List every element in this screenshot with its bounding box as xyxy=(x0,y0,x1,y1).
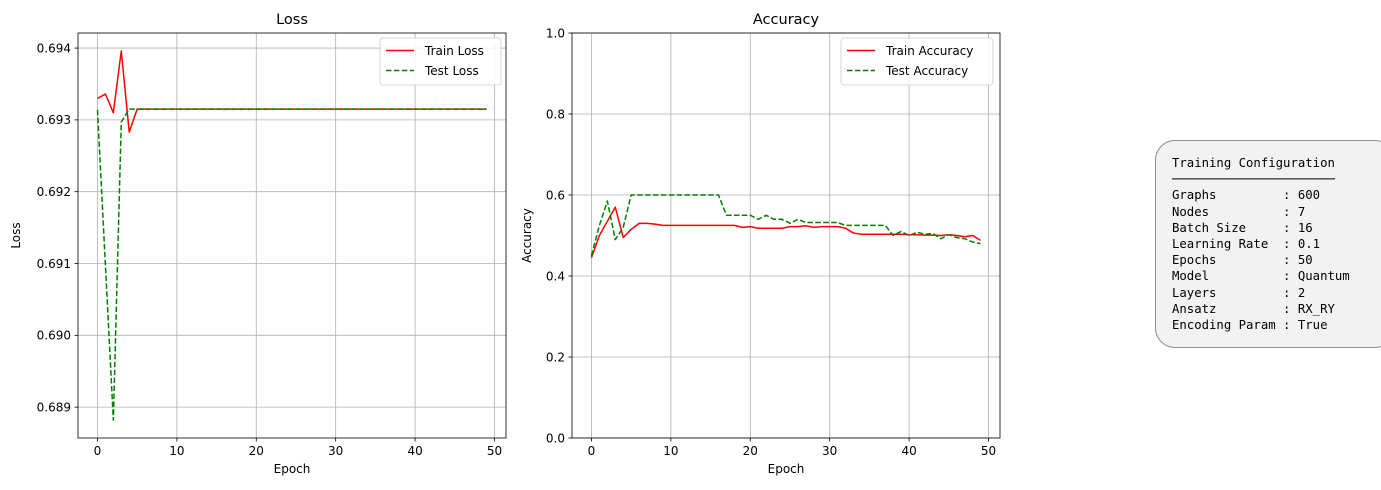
loss-xtick-label: 0 xyxy=(94,444,102,458)
loss-xtick-label: 30 xyxy=(328,444,343,458)
loss-ytick-label: 0.691 xyxy=(37,257,71,271)
accuracy-ytick-label: 0.2 xyxy=(546,350,565,364)
accuracy-ytick-label: 0.0 xyxy=(546,431,565,445)
accuracy-legend: Train Accuracy Test Accuracy xyxy=(840,37,994,86)
accuracy-x-axis-label: Epoch xyxy=(768,462,805,476)
loss-legend-label: Test Loss xyxy=(424,64,479,78)
accuracy-legend-box xyxy=(840,37,994,86)
accuracy-xtick-label: 20 xyxy=(743,444,758,458)
loss-chart-title: Loss xyxy=(276,12,308,28)
loss-xtick-label: 40 xyxy=(407,444,422,458)
accuracy-y-axis-label: Accuracy xyxy=(520,208,534,263)
loss-ytick-label: 0.694 xyxy=(37,41,71,55)
accuracy-chart-title: Accuracy xyxy=(753,12,820,28)
accuracy-xtick-label: 40 xyxy=(901,444,916,458)
loss-legend-label: Train Loss xyxy=(424,44,484,58)
accuracy-axes-frame xyxy=(571,32,1001,439)
loss-series-test-loss xyxy=(96,108,487,421)
loss-ytick-label: 0.692 xyxy=(37,185,71,199)
accuracy-ytick-label: 0.8 xyxy=(546,107,565,121)
accuracy-ytick-label: 0.4 xyxy=(546,269,565,283)
training-config-panel: Training Configuration ─────────────────… xyxy=(1155,140,1381,348)
accuracy-ytick-label: 0.6 xyxy=(546,188,565,202)
accuracy-xtick-label: 50 xyxy=(981,444,996,458)
loss-axes-frame xyxy=(77,32,507,439)
loss-legend: Train Loss Test Loss xyxy=(379,37,502,86)
loss-ytick-label: 0.690 xyxy=(37,329,71,343)
accuracy-series-train-accuracy xyxy=(590,206,981,259)
accuracy-legend-label: Test Accuracy xyxy=(885,64,968,78)
loss-xtick-label: 50 xyxy=(487,444,502,458)
accuracy-xtick-label: 10 xyxy=(663,444,678,458)
loss-xtick-label: 20 xyxy=(249,444,264,458)
loss-ytick-label: 0.693 xyxy=(37,113,71,127)
loss-chart: 0 10 20 30 40 50 0.689 0.690 0.691 0.692 0.693 0.69… xyxy=(9,12,507,476)
training-config-text: Training Configuration ─────────────────… xyxy=(1172,156,1350,333)
accuracy-series-test-accuracy xyxy=(590,194,981,256)
loss-y-axis-label: Loss xyxy=(9,222,23,248)
accuracy-chart: 0 10 20 30 40 50 0.0 0.2 0.4 0.6 0.8 1.0 Accuracy Epo… xyxy=(520,12,1001,476)
loss-x-axis-label: Epoch xyxy=(274,462,311,476)
loss-xtick-label: 10 xyxy=(169,444,184,458)
accuracy-xtick-label: 0 xyxy=(588,444,596,458)
loss-ytick-label: 0.689 xyxy=(37,400,71,414)
accuracy-ytick-label: 1.0 xyxy=(546,26,565,40)
accuracy-xtick-label: 30 xyxy=(822,444,837,458)
accuracy-legend-label: Train Accuracy xyxy=(885,44,973,58)
